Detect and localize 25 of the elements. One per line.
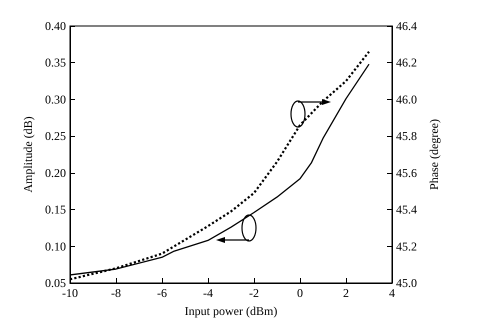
- y2-tick-label: 45.0: [396, 276, 417, 290]
- y-tick-label: 0.35: [45, 56, 66, 70]
- y2-tick-label: 46.2: [396, 56, 417, 70]
- x-tick-label: 2: [343, 286, 349, 300]
- x-tick-label: -4: [203, 286, 213, 300]
- y2-tick-label: 45.2: [396, 239, 417, 254]
- x-axis-title: Input power (dBm): [184, 304, 278, 318]
- y-tick-label: 0.25: [45, 129, 66, 144]
- y2-tick-label: 45.6: [396, 166, 417, 180]
- x-tick-label: -2: [249, 286, 259, 300]
- x-tick-label: -6: [157, 286, 167, 300]
- y-tick-label: 0.20: [45, 166, 66, 180]
- y2-tick-label: 46.0: [396, 92, 417, 106]
- y-tick-label: 0.30: [45, 92, 66, 106]
- y-tick-label: 0.40: [45, 19, 66, 33]
- y-tick-label: 0.10: [45, 239, 66, 254]
- y-axis-title: Amplitude (dB): [21, 116, 36, 193]
- y2-tick-label: 46.4: [396, 19, 417, 33]
- x-tick-label: -8: [111, 286, 121, 300]
- y2-axis-title: Phase (degree): [426, 119, 441, 190]
- y2-tick-label: 45.8: [396, 129, 417, 144]
- x-tick-label: 4: [389, 286, 395, 300]
- y-tick-label: 0.15: [45, 202, 66, 217]
- y2-tick-label: 45.4: [396, 202, 417, 217]
- x-tick-label: 0: [297, 286, 303, 300]
